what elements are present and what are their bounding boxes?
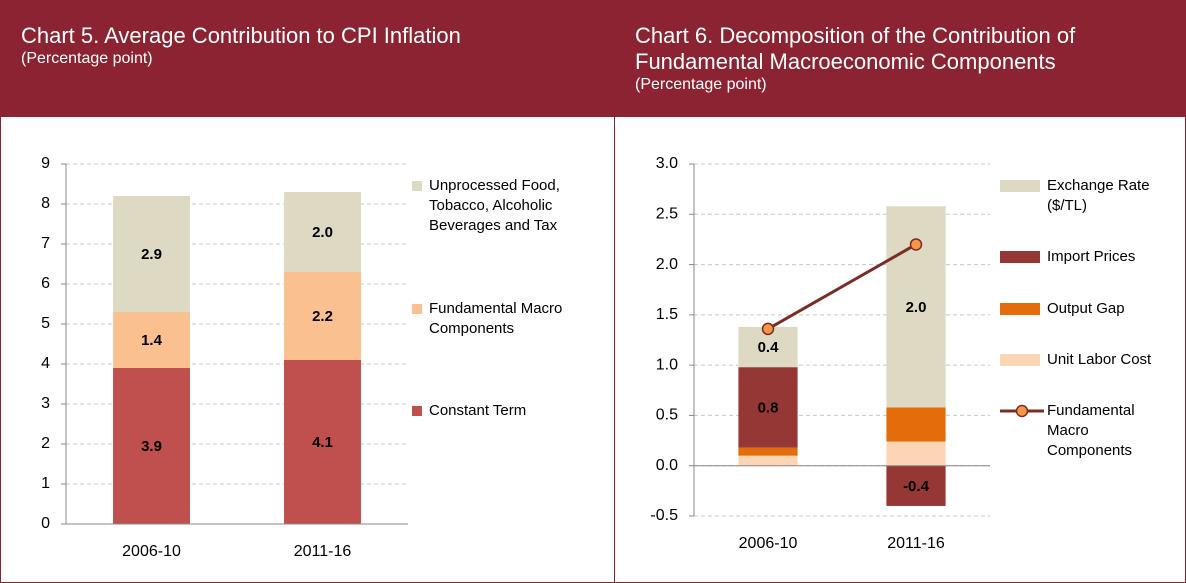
y-tick-label: 2.0: [656, 256, 678, 273]
chart-panel: Chart 6. Decomposition of the Contributi…: [614, 0, 1186, 583]
legend-label: Unprocessed Food, Tobacco, Alcoholic Bev…: [429, 177, 560, 234]
legend-swatch: [412, 406, 422, 416]
y-tick-label: 8: [41, 195, 50, 212]
legend-item: Output Gap: [1000, 299, 1180, 319]
legend-swatch: [1000, 180, 1040, 192]
line-marker: [909, 238, 923, 251]
chart-header: Chart 6. Decomposition of the Contributi…: [615, 1, 1185, 117]
line-marker: [761, 322, 775, 336]
y-tick-label: 1: [41, 475, 50, 492]
legend-label: Constant Term: [429, 402, 527, 419]
y-tick-label: 5: [41, 315, 50, 332]
legend-swatch-box: [1000, 180, 1040, 192]
bar-segment: [886, 441, 946, 466]
x-tick-label: 2006-10: [739, 535, 798, 552]
chart-title: Chart 5. Average Contribution to CPI Inf…: [21, 23, 461, 48]
bar-segment: [284, 272, 361, 360]
y-tick-label: 1.0: [656, 356, 678, 373]
y-tick-label: 2: [41, 435, 50, 452]
legend-swatch: [412, 303, 422, 314]
data-label: 4.1: [312, 434, 333, 451]
legend-swatch: [1000, 404, 1044, 418]
y-tick-label: 3: [41, 395, 50, 412]
data-label: 2.2: [312, 308, 333, 325]
data-label: 2.0: [906, 299, 927, 316]
y-tick-label: 9: [41, 155, 50, 172]
y-tick-label: 2.5: [656, 206, 678, 223]
legend-swatch-box: [412, 181, 422, 191]
legend-item: Fundamental Macro Components: [1000, 401, 1180, 461]
x-tick-label: 2006-10: [122, 543, 181, 560]
legend-label: Import Prices: [1047, 248, 1136, 266]
chart: 0 1 2 3 4 5 6 7 8 9 2006-10 2011-16 3.9 4.1 1.4 2.2 2.9 2…: [41, 155, 408, 560]
legend-marker: [1015, 404, 1029, 418]
y-tick-label: 6: [41, 275, 50, 292]
data-label: -0.4: [903, 478, 930, 495]
data-label: 1.4: [141, 332, 163, 349]
bar-segment: [284, 192, 361, 272]
legend-label: Fundamental Macro Components: [1047, 402, 1135, 459]
y-tick-label: 0.5: [656, 407, 678, 424]
bar-segment: [113, 196, 190, 312]
legend: Exchange Rate ($/TL) Import Prices Output …: [1000, 176, 1180, 461]
bar-segment: [284, 360, 361, 524]
chart-header: Chart 5. Average Contribution to CPI Inf…: [1, 1, 614, 117]
chart-subtitle: (Percentage point): [635, 76, 767, 93]
legend-swatch: [412, 181, 422, 191]
y-tick-label: 0: [41, 515, 50, 532]
legend-swatch-box: [412, 303, 422, 314]
data-label: 0.8: [758, 399, 779, 416]
y-tick-label: 0.0: [656, 457, 678, 474]
legend-item: Constant Term: [412, 401, 607, 421]
legend-item: Import Prices: [1000, 247, 1180, 267]
bar-segment: [113, 368, 190, 524]
legend-item: Exchange Rate ($/TL): [1000, 176, 1180, 216]
line-series: [767, 243, 917, 331]
legend-swatch-box: [1000, 302, 1040, 315]
chart-subtitle: (Percentage point): [21, 50, 153, 67]
bar-segment: [738, 455, 798, 466]
legend-swatch-box: [412, 406, 422, 416]
legend-swatch: [1000, 302, 1040, 315]
chart-title: Chart 6. Decomposition of the Contributi…: [635, 23, 1076, 74]
data-label: 3.9: [141, 438, 162, 455]
y-tick-label: 1.5: [656, 306, 678, 323]
legend-swatch-box: [1000, 353, 1040, 366]
legend-swatch-box: [1000, 251, 1040, 264]
bar-segment: [886, 465, 946, 506]
data-label: 0.4: [758, 339, 780, 356]
legend-item: Unprocessed Food, Tobacco, Alcoholic Bev…: [412, 176, 607, 236]
legend-item: Unit Labor Cost: [1000, 350, 1180, 370]
legend-item: Fundamental Macro Components: [412, 299, 607, 339]
legend-label: Fundamental Macro Components: [429, 299, 563, 337]
legend-label: Unit Labor Cost: [1047, 350, 1152, 368]
bar-segment: [113, 312, 190, 368]
y-tick-label: 7: [41, 235, 50, 252]
x-tick-label: 2011-16: [887, 535, 945, 552]
data-label: 2.0: [312, 224, 333, 241]
data-label: 2.9: [141, 246, 162, 263]
bar-segment: [738, 367, 798, 448]
bar-segment: [886, 407, 946, 442]
legend-label: Output Gap: [1047, 299, 1125, 317]
legend-label: Exchange Rate ($/TL): [1047, 177, 1150, 214]
y-tick-label: 4: [41, 355, 50, 372]
y-tick-label: 3.0: [656, 155, 678, 172]
chart-panel: Chart 5. Average Contribution to CPI Inf…: [0, 0, 615, 583]
legend-swatch: [1000, 353, 1040, 366]
bar-segment: [738, 447, 798, 456]
legend-swatch: [1000, 251, 1040, 264]
chart: -0.5 0.0 0.5 1.0 1.5 2.0 2.5 3.0 2006-10 2011-16 0…: [650, 155, 990, 552]
y-tick-label: -0.5: [650, 507, 678, 524]
x-tick-label: 2011-16: [294, 543, 352, 560]
legend: Unprocessed Food, Tobacco, Alcoholic Bev…: [412, 176, 607, 421]
